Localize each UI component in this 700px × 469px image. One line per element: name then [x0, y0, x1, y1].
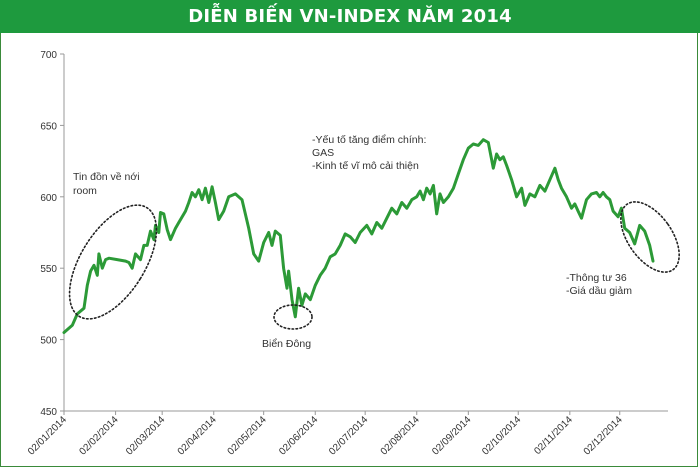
x-tick-label: 02/11/2014 — [532, 414, 575, 457]
chart-frame — [0, 33, 698, 467]
y-tick-label: 650 — [40, 121, 57, 132]
annotation-line: -Kinh tế vĩ mô cải thiện — [312, 160, 419, 172]
x-tick-label: 02/10/2014 — [480, 414, 523, 457]
axes — [63, 54, 668, 412]
x-tick-label: 02/12/2014 — [582, 414, 625, 457]
annotation-ellipses — [68, 201, 680, 330]
x-ticks: 02/01/2014 02/02/2014 02/03/2014 02/04/2014… — [26, 411, 625, 458]
x-tick-label: 02/05/2014 — [226, 414, 269, 457]
rumor-ellipse — [68, 204, 158, 320]
annotation-rumor: Tin đồn về nới room — [73, 171, 143, 197]
annotation-line: -Yếu tố tăng điểm chính: — [312, 134, 426, 146]
y-tick-label: 450 — [40, 407, 57, 418]
y-tick-label: 600 — [40, 193, 57, 204]
annotation-line: -Giá dầu giảm — [566, 285, 632, 297]
chart-title: DIỄN BIẾN VN-INDEX NĂM 2014 — [188, 6, 512, 27]
annotation-bien-dong: Biển Đông — [262, 338, 311, 350]
x-tick-label: 02/01/2014 — [26, 414, 69, 457]
annotations: Tin đồn về nới room Biển Đông -Yếu tố tă… — [73, 134, 632, 350]
annotation-line: Biển Đông — [262, 338, 311, 350]
y-tick-label: 500 — [40, 336, 57, 347]
annotation-factors: -Yếu tố tăng điểm chính: GAS -Kinh tế vĩ… — [312, 134, 429, 172]
x-tick-label: 02/07/2014 — [327, 414, 370, 457]
y-tick-label: 700 — [40, 50, 57, 61]
vn-index-series-line — [62, 138, 655, 334]
bien-dong-ellipse — [273, 304, 313, 330]
x-tick-label: 02/04/2014 — [176, 414, 219, 457]
x-tick-label: 02/08/2014 — [379, 414, 422, 457]
annotation-line: GAS — [312, 147, 334, 159]
y-ticks: 450 500 550 600 650 700 — [40, 50, 64, 418]
annotation-line: room — [73, 185, 97, 197]
annotation-circular: -Thông tư 36 -Giá dầu giảm — [566, 272, 632, 297]
y-tick-label: 550 — [40, 264, 57, 275]
x-tick-label: 02/03/2014 — [124, 414, 167, 457]
title-bar: DIỄN BIẾN VN-INDEX NĂM 2014 — [0, 0, 700, 33]
annotation-line: Tin đồn về nới — [73, 171, 140, 183]
circular-ellipse — [620, 201, 680, 273]
x-tick-label: 02/02/2014 — [78, 414, 121, 457]
annotation-line: -Thông tư 36 — [566, 272, 627, 284]
x-tick-label: 02/09/2014 — [430, 414, 473, 457]
x-tick-label: 02/06/2014 — [277, 414, 320, 457]
